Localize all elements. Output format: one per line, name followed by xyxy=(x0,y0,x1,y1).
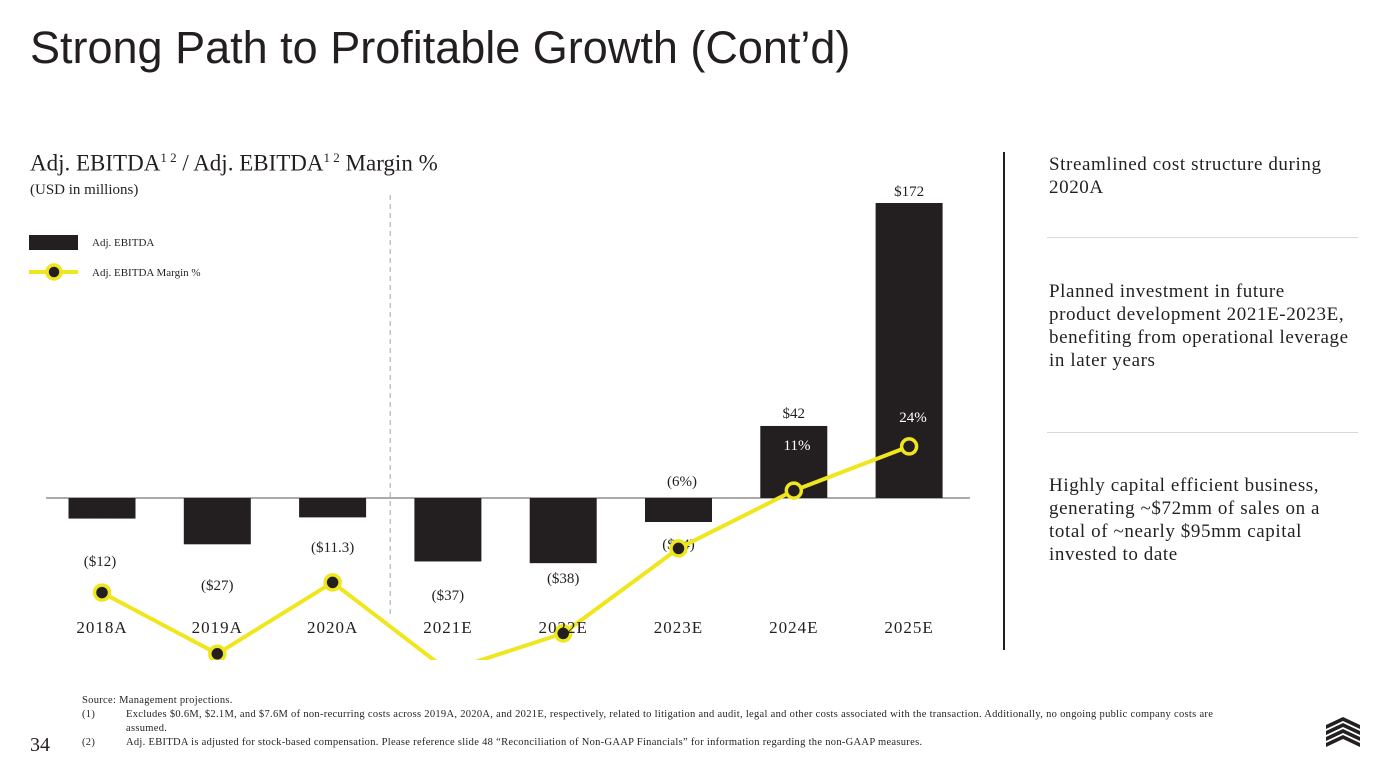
x-tick-label-2021E: 2021E xyxy=(423,618,472,637)
bar-value-label-2018A: ($12) xyxy=(84,554,117,570)
margin-label-2019A: (37%) xyxy=(201,528,239,544)
footnote-source: Source: Management projections. xyxy=(82,695,233,706)
bullet-capital-efficient: Highly capital efficient business, gener… xyxy=(1049,475,1321,565)
bullet-separator xyxy=(1047,237,1358,238)
x-tick-label-2024E: 2024E xyxy=(769,618,818,637)
margin-marker-2022E xyxy=(553,624,573,643)
bullet-investment: Planned investment in future product dev… xyxy=(1049,281,1349,371)
bar-value-label-2024E: $42 xyxy=(783,406,806,422)
x-tick-label-2018A: 2018A xyxy=(76,618,127,637)
ebitda-chart: ($12)($27)($11.3)($37)($38)($14)$42$172(… xyxy=(29,184,970,660)
bullet-separator xyxy=(1047,432,1358,433)
margin-label-2025E: 24% xyxy=(899,410,927,426)
margin-marker-2020A xyxy=(323,573,342,592)
bar-value-label-2025E: $172 xyxy=(894,184,924,200)
margin-label-2018A: (19%) xyxy=(82,501,120,517)
footnote-2: (2) Adj. EBITDA is adjusted for stock-ba… xyxy=(82,737,923,748)
legend-label-margin: Adj. EBITDA Margin % xyxy=(92,267,201,279)
margin-label-2021E: (42%) xyxy=(430,540,468,556)
margin-line xyxy=(101,444,910,660)
margin-marker-2023E xyxy=(669,539,688,558)
margin-label-2020A: (16%) xyxy=(315,501,353,517)
legend-line-marker xyxy=(45,263,63,281)
bar-2021E xyxy=(414,498,482,562)
legend-label-adj-ebitda: Adj. EBITDA xyxy=(92,237,154,249)
x-tick-label-2023E: 2023E xyxy=(654,618,703,637)
margin-marker-2019A xyxy=(208,644,227,660)
bar-value-label-2021E: ($37) xyxy=(432,588,465,604)
bar-2022E xyxy=(529,498,597,564)
page-number: 34 xyxy=(30,734,50,756)
x-tick-label-2022E: 2022E xyxy=(539,618,588,637)
bar-value-label-2022E: ($38) xyxy=(547,571,580,587)
margin-marker-2025E xyxy=(899,437,919,456)
margin-label-2023E: (6%) xyxy=(667,474,697,490)
bar-value-label-2020A: ($11.3) xyxy=(311,540,354,556)
bar-2019A xyxy=(183,498,251,545)
footnote-1: (1) Excludes $0.6M, $2.1M, and $7.6M of … xyxy=(82,709,1214,734)
legend-bar-swatch xyxy=(29,235,78,250)
x-tick-label-2019A: 2019A xyxy=(192,618,243,637)
stacked-stripes-logo-icon xyxy=(1326,717,1360,747)
bar-2018A xyxy=(68,498,136,519)
x-tick-label-2025E: 2025E xyxy=(884,618,933,637)
margin-label-2024E: 11% xyxy=(784,438,811,454)
footnotes: Source: Management projections. (1) Excl… xyxy=(82,694,1242,750)
page-title: Strong Path to Profitable Growth (Cont’d… xyxy=(30,22,851,73)
x-tick-label-2020A: 2020A xyxy=(307,618,358,637)
margin-label-2022E: (31%) xyxy=(546,521,584,537)
margin-marker-2018A xyxy=(92,583,112,602)
bar-2020A xyxy=(299,498,367,518)
bar-2023E xyxy=(645,498,712,523)
bar-value-label-2019A: ($27) xyxy=(201,578,234,594)
chart-subheading: (USD in millions) xyxy=(30,182,139,198)
margin-marker-2024E xyxy=(784,481,804,500)
chart-heading: Adj. EBITDA1 2 / Adj. EBITDA1 2 Margin % xyxy=(30,150,438,176)
bullet-cost-structure: Streamlined cost structure during 2020A xyxy=(1049,154,1322,198)
vertical-divider xyxy=(1003,152,1005,650)
